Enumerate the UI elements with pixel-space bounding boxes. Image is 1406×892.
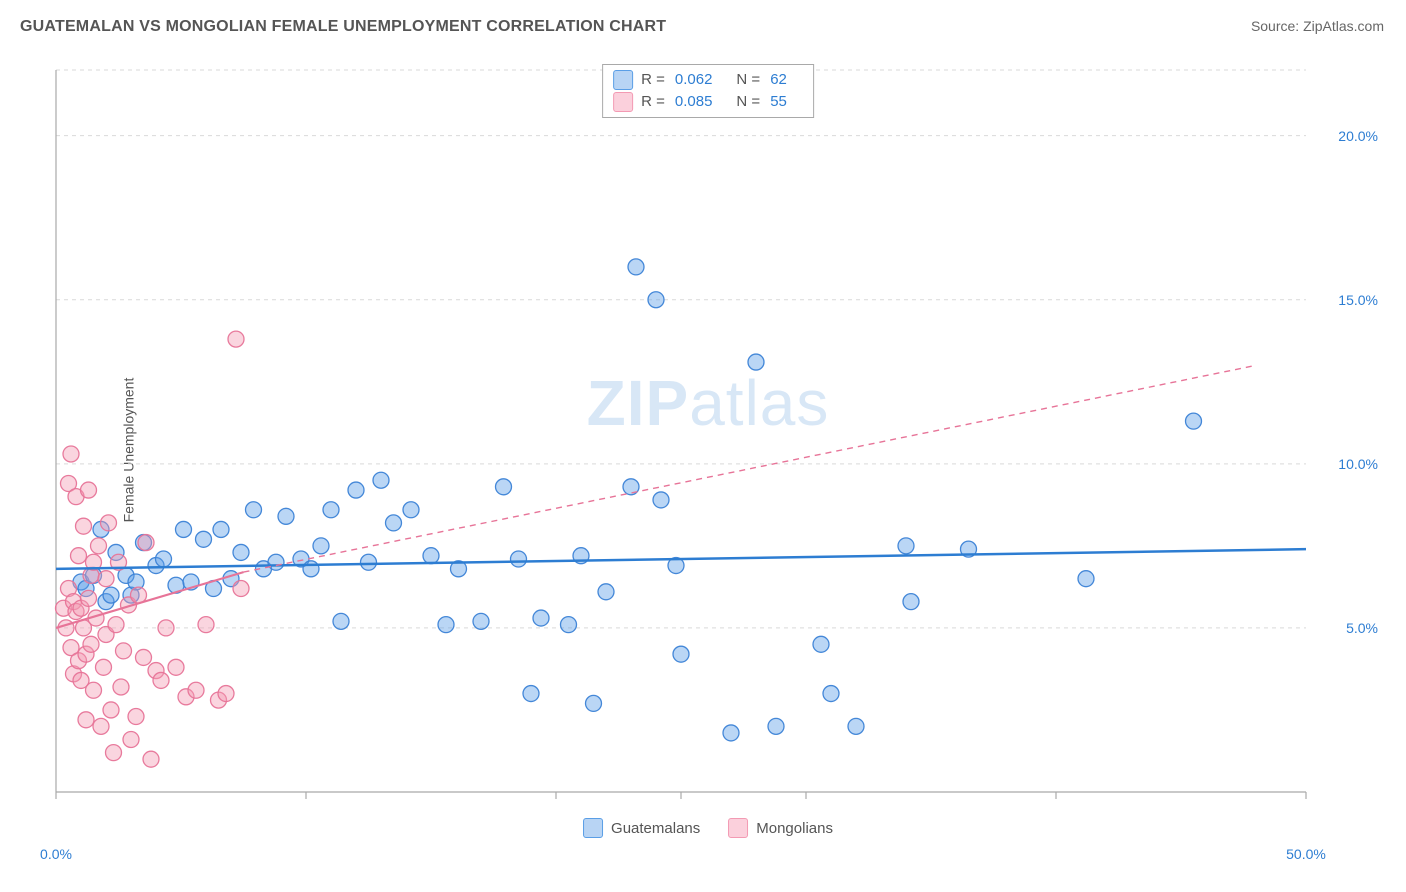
r-value: 0.062 bbox=[675, 69, 713, 91]
n-value: 55 bbox=[770, 91, 787, 113]
legend-item-mongolians: Mongolians bbox=[728, 818, 833, 838]
legend-item-guatemalans: Guatemalans bbox=[583, 818, 700, 838]
n-label: N = bbox=[736, 91, 760, 113]
legend-row-mongolians: R = 0.085 N = 55 bbox=[613, 91, 803, 113]
source-label: Source: ZipAtlas.com bbox=[1251, 18, 1384, 34]
y-tick-label: 5.0% bbox=[1346, 620, 1378, 636]
n-label: N = bbox=[736, 69, 760, 91]
legend-label: Guatemalans bbox=[611, 820, 700, 837]
x-tick-label: 50.0% bbox=[1286, 846, 1326, 862]
x-tick-label: 0.0% bbox=[40, 846, 72, 862]
r-label: R = bbox=[641, 69, 665, 91]
legend-swatch-icon bbox=[583, 818, 603, 838]
legend-label: Mongolians bbox=[756, 820, 833, 837]
legend-swatch-icon bbox=[613, 70, 633, 90]
legend-row-guatemalans: R = 0.062 N = 62 bbox=[613, 69, 803, 91]
y-tick-label: 15.0% bbox=[1338, 292, 1378, 308]
correlation-legend: R = 0.062 N = 62 R = 0.085 N = 55 bbox=[602, 64, 814, 118]
legend-swatch-icon bbox=[728, 818, 748, 838]
n-value: 62 bbox=[770, 69, 787, 91]
r-value: 0.085 bbox=[675, 91, 713, 113]
r-label: R = bbox=[641, 91, 665, 113]
chart-title: GUATEMALAN VS MONGOLIAN FEMALE UNEMPLOYM… bbox=[20, 18, 666, 36]
plot-area: Female Unemployment ZIPatlas R = 0.062 N… bbox=[48, 60, 1368, 840]
legend-swatch-icon bbox=[613, 92, 633, 112]
y-tick-label: 10.0% bbox=[1338, 456, 1378, 472]
scatter-chart bbox=[48, 60, 1368, 840]
y-tick-label: 20.0% bbox=[1338, 128, 1378, 144]
series-legend: Guatemalans Mongolians bbox=[583, 818, 833, 838]
chart-container: GUATEMALAN VS MONGOLIAN FEMALE UNEMPLOYM… bbox=[0, 0, 1406, 892]
